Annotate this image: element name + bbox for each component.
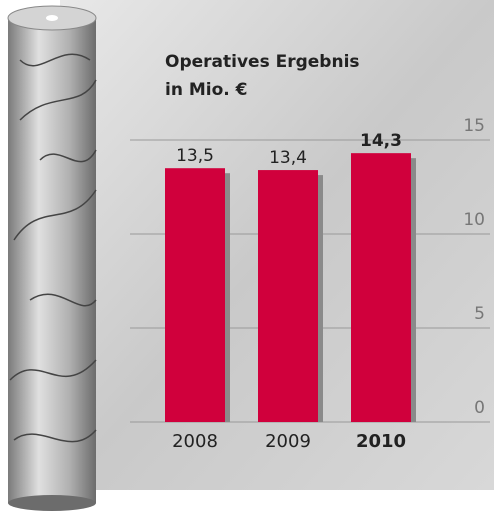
- bar: [165, 168, 225, 422]
- y-tick-label: 15: [463, 116, 485, 136]
- bar: [351, 153, 411, 422]
- y-tick-label: 0: [474, 398, 485, 418]
- value-label: 13,4: [269, 148, 307, 168]
- decorative-roll: [7, 5, 97, 511]
- value-label: 14,3: [360, 131, 402, 151]
- value-label: 13,5: [176, 146, 214, 166]
- y-tick-label: 10: [463, 210, 485, 230]
- bar: [258, 170, 318, 422]
- x-tick-label: 2008: [172, 431, 218, 452]
- chart-title: Operatives Ergebnis: [165, 52, 360, 72]
- x-tick-label: 2010: [356, 431, 406, 452]
- x-tick-label: 2009: [265, 431, 311, 452]
- chart-subtitle: in Mio. €: [165, 80, 247, 100]
- y-tick-label: 5: [474, 304, 485, 324]
